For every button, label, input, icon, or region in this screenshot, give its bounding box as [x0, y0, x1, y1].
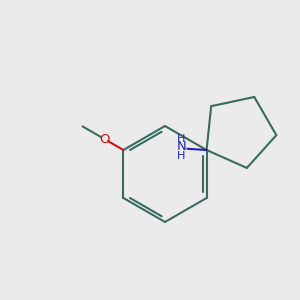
Text: O: O — [100, 133, 110, 146]
Text: H: H — [177, 134, 186, 144]
Text: H: H — [177, 151, 186, 161]
Text: N: N — [176, 140, 186, 154]
